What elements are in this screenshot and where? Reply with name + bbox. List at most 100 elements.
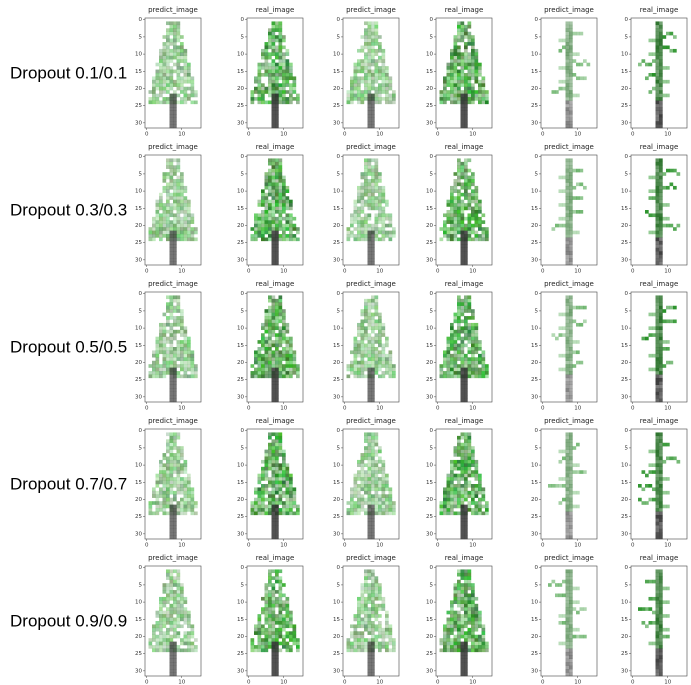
pixel: [268, 354, 272, 358]
y-tick-label: 15: [621, 343, 628, 349]
pixel: [357, 484, 361, 488]
pixel: [375, 481, 379, 485]
pixel: [163, 375, 167, 379]
pixel: [173, 532, 177, 536]
pixel: [275, 614, 279, 618]
pixel: [152, 649, 156, 653]
pixel: [177, 231, 181, 235]
pixel: [656, 80, 660, 84]
pixel: [361, 210, 365, 214]
pixel: [464, 186, 468, 190]
y-tick-label: 0: [139, 428, 143, 434]
pixel: [279, 491, 283, 495]
pixel: [272, 32, 276, 36]
pixel: [485, 508, 489, 512]
pixel: [361, 453, 365, 457]
pixel: [471, 207, 475, 211]
row-label: Dropout 0.1/0.1: [10, 63, 127, 82]
image-panel: predict_image051015202530010: [135, 280, 201, 412]
pixel: [275, 309, 279, 313]
pixel: [375, 183, 379, 187]
pixel: [659, 368, 663, 372]
pixel: [566, 470, 570, 474]
pixel: [371, 436, 375, 440]
pixel: [272, 213, 276, 217]
pixel: [187, 344, 191, 348]
pixel: [656, 241, 660, 245]
pixel: [457, 364, 461, 368]
pixel: [368, 529, 372, 533]
pixel: [461, 309, 465, 313]
pixel: [279, 614, 283, 618]
pixel: [562, 189, 566, 193]
pixel: [663, 35, 667, 39]
pixel: [282, 463, 286, 467]
pixel: [261, 193, 265, 197]
pixel: [272, 97, 276, 101]
y-tick-label: 10: [333, 189, 340, 195]
pixel: [275, 231, 279, 235]
pixel: [450, 470, 454, 474]
pixel: [375, 101, 379, 105]
pixel: [184, 357, 188, 361]
pixel: [166, 231, 170, 235]
pixel: [354, 491, 358, 495]
pixel: [170, 248, 174, 252]
pixel: [368, 83, 372, 87]
pixel: [375, 453, 379, 457]
pixel: [580, 76, 584, 80]
pixel: [286, 203, 290, 207]
pixel: [159, 614, 163, 618]
pixel: [296, 508, 300, 512]
pixel: [293, 498, 297, 502]
pixel: [659, 169, 663, 173]
pixel: [364, 73, 368, 77]
pixel: [573, 306, 577, 310]
pixel: [272, 652, 276, 656]
pixel: [368, 326, 372, 330]
pixel: [166, 460, 170, 464]
x-tick-label: 10: [178, 132, 185, 138]
pixel: [296, 231, 300, 235]
pixel: [272, 439, 276, 443]
pixel: [166, 368, 170, 372]
pixel: [166, 70, 170, 74]
pixel: [447, 94, 451, 98]
pixel: [364, 333, 368, 337]
pixel: [562, 66, 566, 70]
pixel: [265, 597, 269, 601]
pixel: [368, 28, 372, 32]
pixel: [447, 508, 451, 512]
y-tick-label: 0: [535, 291, 539, 297]
pixel: [258, 638, 262, 642]
pixel: [180, 330, 184, 334]
pixel: [382, 76, 386, 80]
pixel: [173, 635, 177, 639]
pixel: [673, 227, 677, 231]
pixel: [659, 97, 663, 101]
pixel: [275, 505, 279, 509]
x-tick-label: 0: [343, 132, 347, 138]
pixel: [191, 628, 195, 632]
pixel: [361, 463, 365, 467]
pixel: [457, 337, 461, 341]
pixel: [286, 481, 290, 485]
pixel: [268, 624, 272, 628]
pixel: [187, 611, 191, 615]
pixel: [659, 217, 663, 221]
pixel: [275, 381, 279, 385]
pixel: [361, 474, 365, 478]
pixel: [471, 463, 475, 467]
pixel: [275, 618, 279, 622]
pixel: [559, 39, 563, 43]
pixel: [272, 576, 276, 580]
pixel: [275, 662, 279, 666]
pixel: [279, 597, 283, 601]
pixel: [279, 306, 283, 310]
pixel: [454, 87, 458, 91]
pixel: [268, 101, 272, 105]
pixel: [156, 624, 160, 628]
pixel: [382, 498, 386, 502]
pixel: [261, 354, 265, 358]
x-tick-label: 0: [541, 543, 545, 549]
